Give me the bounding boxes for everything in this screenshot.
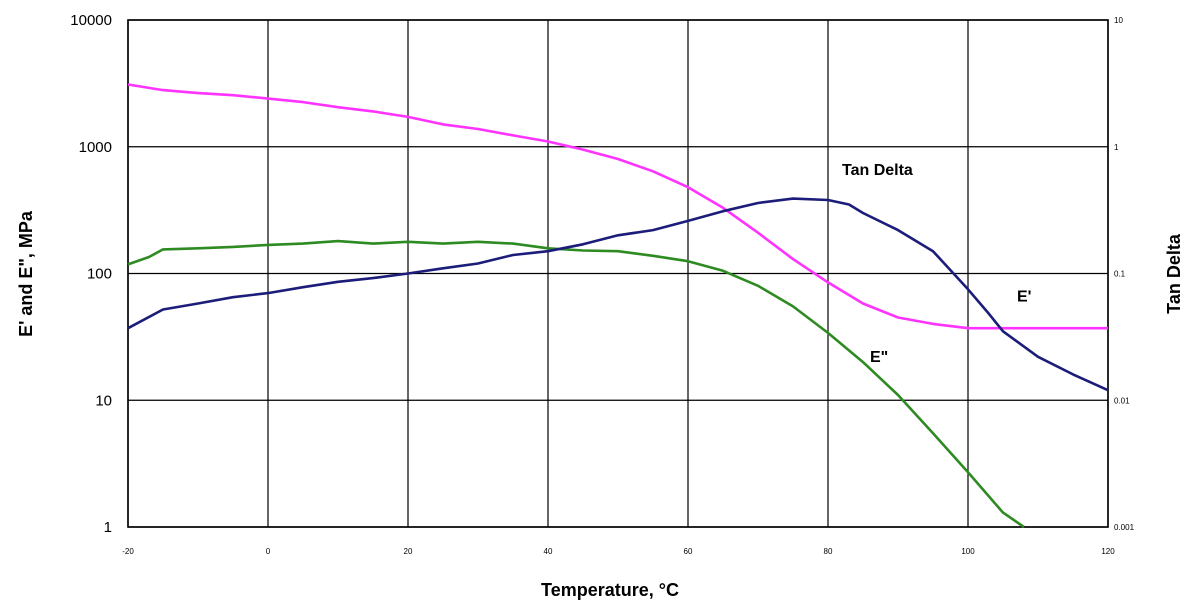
x-axis-title: Temperature, °C	[541, 580, 679, 600]
y-axis-right-title: Tan Delta	[1164, 233, 1184, 314]
annotation-label: Tan Delta	[842, 162, 913, 179]
y-right-tick-label: 0.1	[1114, 270, 1126, 279]
y-axis-left-title: E' and E", MPa	[16, 210, 36, 337]
annotation-label: E"	[870, 349, 888, 366]
x-tick-label: -20	[122, 547, 134, 556]
series-line-e-prime	[127, 83, 1108, 330]
y-left-tick-label: 10	[95, 392, 112, 409]
grid	[127, 19, 1109, 528]
tick-labels: -20 0 20 40 60 80 100 120 10000 1000 100 10 1 10 1 0.1 0…	[70, 12, 1134, 556]
x-tick-label: 20	[404, 547, 413, 556]
series-line-e-double-prime	[127, 239, 1025, 529]
y-right-tick-label: 10	[1114, 16, 1123, 25]
y-left-tick-label: 1	[104, 519, 112, 536]
y-left-tick-label: 1000	[79, 139, 112, 156]
y-left-tick-label: 10000	[70, 12, 112, 29]
y-left-tick-label: 100	[87, 266, 112, 283]
y-right-tick-label: 0.001	[1114, 523, 1135, 532]
x-tick-label: 40	[544, 547, 553, 556]
series-line-tan-delta	[127, 197, 1109, 392]
series-layer	[127, 83, 1109, 529]
annotation-label: E'	[1017, 289, 1031, 306]
x-tick-label: 100	[961, 547, 975, 556]
x-tick-label: 0	[266, 547, 271, 556]
y-right-tick-label: 0.01	[1114, 396, 1130, 405]
annotations: Tan Delta E' E"	[842, 162, 1031, 366]
x-tick-label: 120	[1101, 547, 1115, 556]
x-tick-label: 80	[824, 547, 833, 556]
y-right-tick-label: 1	[1114, 143, 1119, 152]
x-tick-label: 60	[684, 547, 693, 556]
